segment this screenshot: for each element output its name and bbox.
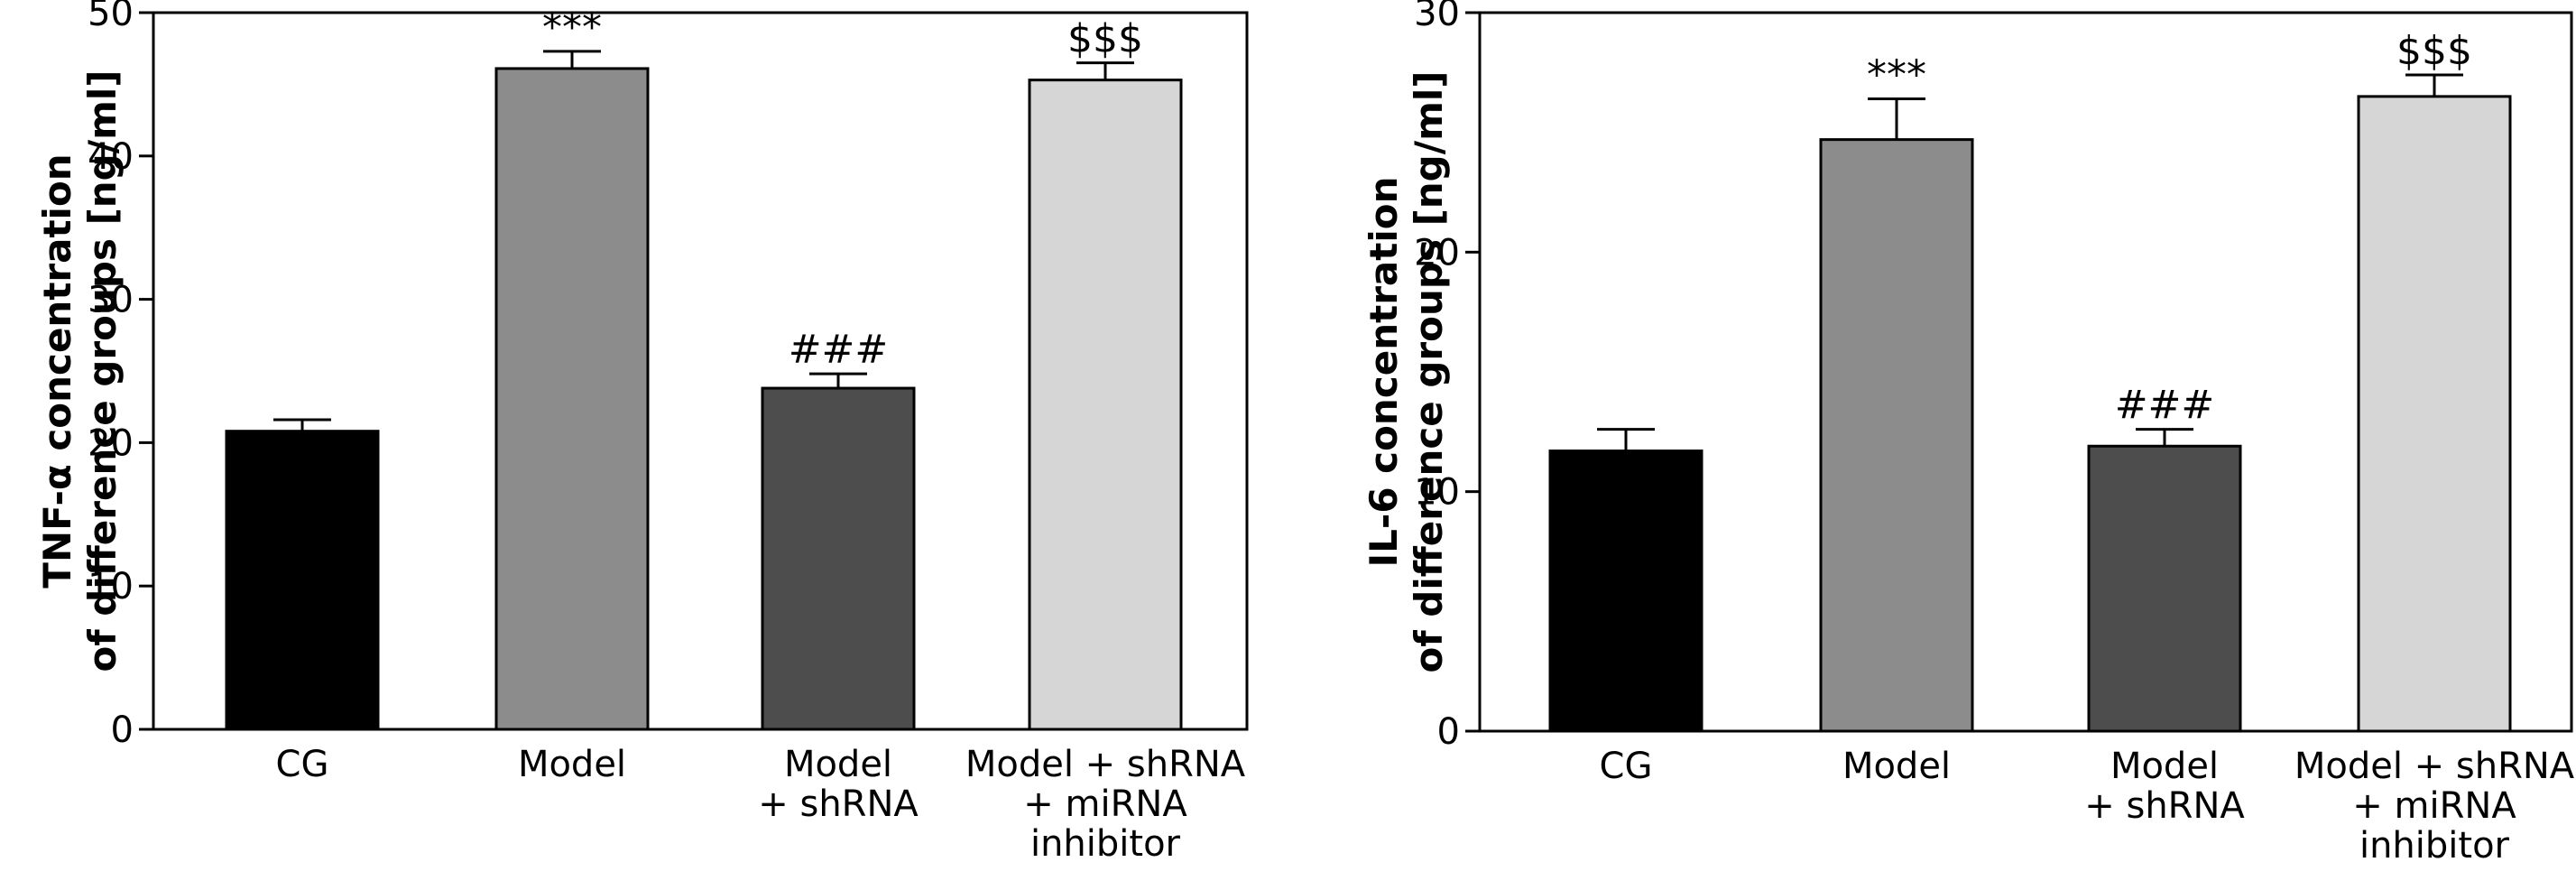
x-tick-label: Model: [1842, 746, 1951, 787]
bar: [2357, 95, 2512, 733]
significance-label: $$$: [2396, 28, 2472, 74]
plot-frame: [152, 11, 1249, 731]
bar: [1548, 450, 1703, 733]
y-tick-label: 20: [88, 422, 134, 464]
significance-label: ###: [2115, 383, 2215, 429]
bar: [1028, 79, 1183, 731]
x-tick-label: Model: [518, 744, 626, 785]
bar: [2087, 444, 2242, 733]
y-tick-label: 30: [88, 280, 134, 321]
plot-frame: [1478, 11, 2573, 733]
bar: [1819, 138, 1974, 733]
bar: [494, 67, 650, 731]
y-tick-label: 10: [1414, 472, 1460, 514]
bar: [761, 386, 916, 731]
y-axis-label: TNF-α concentrationof difference groups …: [35, 70, 125, 672]
x-tick-label: CG: [276, 744, 329, 785]
x-tick-label: Model + shRNA: [2084, 746, 2245, 827]
y-tick-label: 30: [1414, 0, 1460, 34]
x-tick-label: Model + shRNA: [758, 744, 919, 825]
significance-label: ###: [789, 327, 889, 373]
y-tick-label: 40: [88, 136, 134, 178]
x-tick-label: Model + shRNA + miRNA inhibitor: [965, 744, 1246, 865]
y-tick-label: 0: [1437, 711, 1460, 753]
x-tick-label: CG: [1600, 746, 1653, 787]
significance-label: ***: [1867, 52, 1926, 98]
y-tick-label: 50: [88, 0, 134, 34]
y-tick-label: 10: [88, 566, 134, 607]
y-tick-label: 0: [111, 709, 134, 751]
chart-panel-2: *** ### $$$ 0 10 20 30 CG Model Model + shRNA Model…: [1362, 0, 2575, 867]
significance-label: $$$: [1067, 16, 1143, 62]
x-tick-label: Model + shRNA + miRNA inhibitor: [2294, 746, 2575, 867]
bar: [225, 430, 380, 731]
y-tick-label: 20: [1414, 232, 1460, 273]
y-axis-label: IL-6 concentrationof difference groups […: [1362, 71, 1451, 673]
